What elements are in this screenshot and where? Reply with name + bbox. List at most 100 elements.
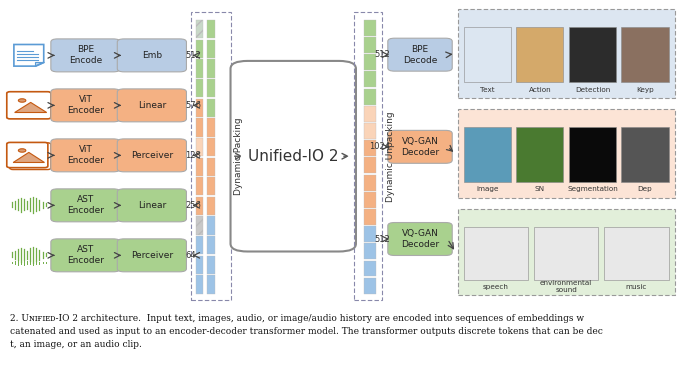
Bar: [196, 236, 203, 255]
FancyBboxPatch shape: [388, 38, 452, 71]
Text: AST
Encoder: AST Encoder: [67, 195, 104, 215]
Text: environmental
sound: environmental sound: [540, 280, 593, 293]
Bar: [196, 59, 203, 78]
Text: 1024: 1024: [370, 142, 391, 151]
FancyBboxPatch shape: [9, 143, 51, 170]
Bar: [365, 278, 376, 294]
Bar: [207, 177, 215, 195]
Bar: [365, 37, 376, 53]
Bar: [207, 59, 215, 78]
Text: Perceiver: Perceiver: [131, 251, 173, 260]
Text: BPE
Encode: BPE Encode: [68, 45, 102, 66]
Text: Linear: Linear: [138, 101, 166, 110]
FancyBboxPatch shape: [117, 139, 186, 172]
Bar: [517, 27, 563, 82]
Bar: [196, 197, 203, 215]
Bar: [622, 27, 669, 82]
Text: 128: 128: [185, 151, 201, 160]
Bar: [365, 106, 376, 122]
Bar: [604, 226, 669, 280]
FancyBboxPatch shape: [117, 239, 186, 272]
Text: Keyp: Keyp: [636, 86, 654, 93]
Bar: [207, 197, 215, 215]
Bar: [196, 138, 203, 156]
Bar: [207, 216, 215, 235]
Text: Linear: Linear: [138, 201, 166, 210]
Bar: [207, 40, 215, 58]
Bar: [464, 27, 511, 82]
Text: 2. Uɴɪғɪᴇᴅ-IO 2 architecture.  Input text, images, audio, or image/audio history: 2. Uɴɪғɪᴇᴅ-IO 2 architecture. Input text…: [10, 314, 603, 349]
Bar: [464, 226, 528, 280]
Text: 512: 512: [375, 234, 391, 243]
Bar: [622, 127, 669, 182]
Text: AST
Encoder: AST Encoder: [67, 245, 104, 266]
Text: ViT
Encoder: ViT Encoder: [67, 95, 104, 115]
Circle shape: [18, 149, 26, 152]
Bar: [196, 158, 203, 176]
FancyBboxPatch shape: [117, 189, 186, 222]
Text: speech: speech: [483, 283, 509, 290]
Bar: [365, 209, 376, 225]
Bar: [207, 79, 215, 97]
Bar: [196, 118, 203, 136]
FancyBboxPatch shape: [7, 92, 51, 119]
Text: Unified-IO 2: Unified-IO 2: [248, 149, 338, 164]
Text: 512: 512: [185, 51, 201, 60]
Bar: [196, 216, 203, 235]
Text: Dynamic Packing: Dynamic Packing: [234, 117, 243, 195]
Bar: [365, 54, 376, 70]
Bar: [207, 275, 215, 294]
Bar: [196, 275, 203, 294]
FancyBboxPatch shape: [458, 10, 675, 98]
Bar: [365, 123, 376, 139]
Bar: [196, 177, 203, 195]
Text: Action: Action: [529, 86, 551, 93]
FancyBboxPatch shape: [51, 239, 120, 272]
Bar: [207, 118, 215, 136]
Bar: [517, 127, 563, 182]
FancyBboxPatch shape: [51, 189, 120, 222]
Text: VQ-GAN
Decoder: VQ-GAN Decoder: [401, 229, 439, 249]
Bar: [196, 40, 203, 58]
Bar: [464, 127, 511, 182]
Bar: [365, 174, 376, 190]
Bar: [196, 256, 203, 274]
Text: Emb: Emb: [142, 51, 162, 60]
FancyBboxPatch shape: [51, 39, 120, 72]
Circle shape: [18, 99, 26, 102]
Bar: [534, 226, 599, 280]
Text: Perceiver: Perceiver: [131, 151, 173, 160]
Text: VQ-GAN
Decoder: VQ-GAN Decoder: [401, 137, 439, 157]
Text: Segmentation: Segmentation: [567, 186, 618, 192]
Bar: [196, 79, 203, 97]
Text: music: music: [626, 283, 647, 290]
FancyBboxPatch shape: [458, 209, 675, 295]
Text: 256: 256: [185, 201, 201, 210]
Text: ViT
Encoder: ViT Encoder: [67, 145, 104, 165]
Text: 576: 576: [185, 101, 201, 110]
Text: 64: 64: [185, 251, 196, 260]
Bar: [196, 99, 203, 117]
Bar: [207, 256, 215, 274]
FancyBboxPatch shape: [117, 89, 186, 122]
Text: BPE
Decode: BPE Decode: [403, 45, 437, 65]
Bar: [365, 157, 376, 173]
Bar: [196, 20, 203, 38]
Text: Dep: Dep: [637, 186, 652, 192]
FancyBboxPatch shape: [458, 109, 675, 199]
Bar: [365, 226, 376, 242]
Polygon shape: [15, 102, 47, 112]
Text: Text: Text: [480, 86, 495, 93]
Bar: [569, 127, 616, 182]
FancyBboxPatch shape: [7, 142, 48, 168]
FancyBboxPatch shape: [51, 89, 120, 122]
Text: Detection: Detection: [575, 86, 610, 93]
Polygon shape: [14, 45, 43, 66]
FancyBboxPatch shape: [117, 39, 186, 72]
Polygon shape: [13, 152, 45, 162]
Bar: [207, 99, 215, 117]
Bar: [207, 236, 215, 255]
Polygon shape: [35, 62, 43, 66]
Bar: [365, 89, 376, 105]
Bar: [365, 192, 376, 208]
